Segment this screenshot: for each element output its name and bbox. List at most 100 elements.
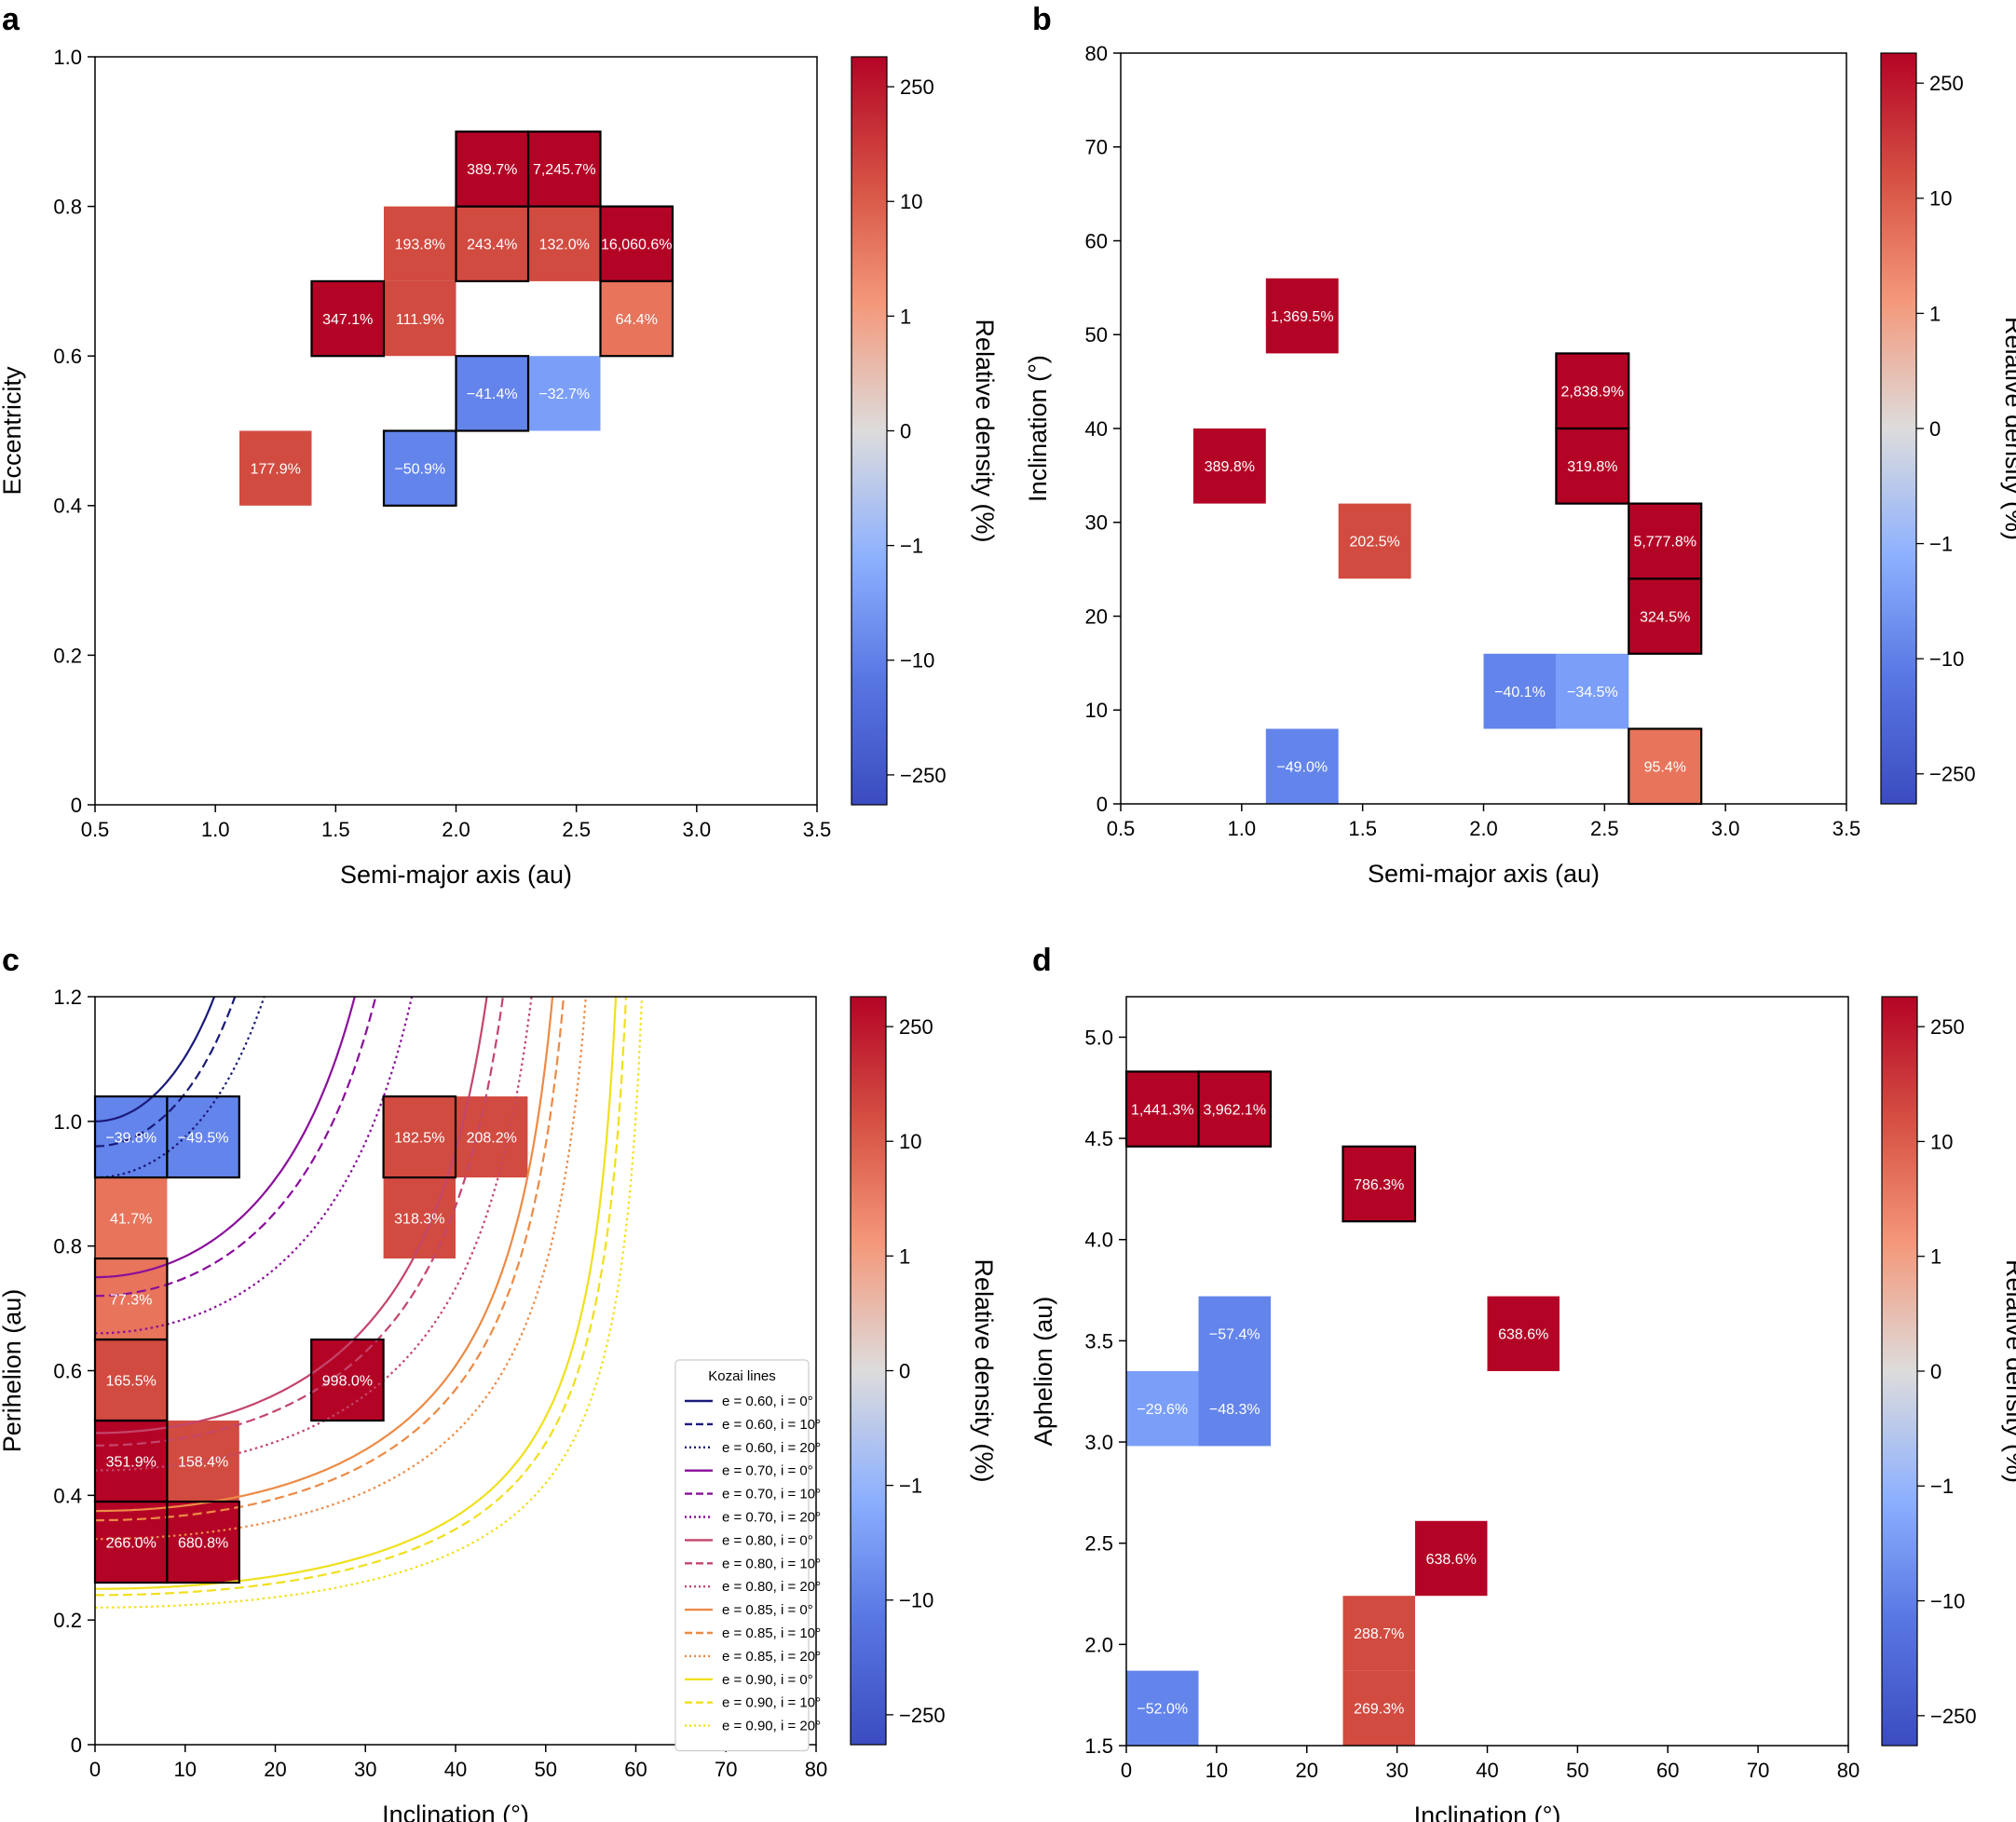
- y-tick-label: 60: [1085, 229, 1108, 252]
- panel-label-c: c: [2, 943, 20, 978]
- cell-outline: [382, 429, 457, 507]
- kozai-line: [95, 997, 216, 1122]
- cell-outline: [1197, 1070, 1273, 1148]
- kozai-line: [95, 997, 554, 1513]
- colorbar-tick-label: −1: [1930, 1475, 1954, 1498]
- colorbar-tick-label: −250: [1930, 1705, 1977, 1728]
- y-axis-label: Perihelion (au): [0, 1289, 26, 1453]
- x-axis: 0 10 20 30 40 50 60 70 80: [89, 1745, 827, 1781]
- heatmap-cell: [311, 280, 384, 357]
- colorbar-tick-label: 1: [899, 1244, 910, 1268]
- kozai-line: [95, 997, 377, 1298]
- x-tick-label: 3.0: [683, 818, 712, 841]
- y-axis: 1.5 2.0 2.5 3.0 3.5 4.0 4.5 5.0: [1084, 1026, 1126, 1758]
- cell-label: 1,369.5%: [1271, 309, 1334, 325]
- heatmap-cell: [1126, 1371, 1199, 1447]
- legend-entry: e = 0.70, i = 20°: [722, 1510, 821, 1526]
- colorbar-tick-label: −10: [900, 649, 934, 673]
- cell-outline: [1628, 578, 1703, 655]
- colorbar-label: Relative density (%): [2000, 317, 2016, 540]
- x-tick-label: 2.0: [442, 818, 470, 841]
- heatmap-cell: [1415, 1520, 1488, 1597]
- cell-outline: [599, 279, 674, 358]
- legend-entry: e = 0.90, i = 20°: [722, 1719, 821, 1734]
- cell-label: 318.3%: [394, 1211, 444, 1227]
- cell-label: 5,777.8%: [1633, 535, 1696, 551]
- cell-label: −32.7%: [538, 387, 590, 402]
- heatmap-cell: [1628, 578, 1702, 654]
- kozai-line: [95, 997, 628, 1597]
- legend-entry: e = 0.90, i = 0°: [722, 1672, 813, 1688]
- panel-label-d: d: [1032, 943, 1052, 978]
- panel-b: b 1,369.5% 2,838.9% 389.8% 319.8% 202.5% 5,777…: [1024, 2, 2016, 888]
- legend-entry: e = 0.85, i = 20°: [722, 1649, 821, 1665]
- x-tick-label: 80: [805, 1758, 827, 1781]
- kozai-line: [95, 997, 266, 1179]
- cell-label: 202.5%: [1350, 535, 1400, 551]
- heatmap-cell: [1342, 1670, 1415, 1746]
- cell-label: −29.6%: [1137, 1402, 1188, 1418]
- x-tick-label: 40: [444, 1758, 467, 1781]
- colorbar-tick-label: −250: [900, 764, 947, 787]
- cell-label: 680.8%: [178, 1535, 228, 1551]
- legend-entry: e = 0.60, i = 20°: [722, 1440, 821, 1456]
- cell-label: 1,441.3%: [1131, 1102, 1194, 1118]
- heatmap-cell: [1556, 653, 1629, 729]
- colorbar-label: Relative density (%): [2001, 1259, 2016, 1483]
- kozai-line: [95, 997, 565, 1522]
- heatmap-cell: [1265, 728, 1339, 804]
- x-tick-label: 40: [1476, 1759, 1498, 1782]
- y-tick-label: 0.6: [53, 345, 82, 368]
- x-tick-label: 30: [354, 1758, 376, 1781]
- colorbar-tick-label: −10: [1930, 1589, 1965, 1612]
- heatmap-cell: [95, 1096, 168, 1178]
- cell-label: 111.9%: [396, 312, 444, 328]
- y-tick-label: 3.0: [1084, 1431, 1113, 1454]
- cell-label: 266.0%: [106, 1535, 157, 1551]
- x-tick-label: 2.5: [1590, 817, 1619, 840]
- legend-entry: e = 0.80, i = 10°: [722, 1556, 821, 1571]
- kozai-line: [95, 997, 237, 1148]
- heatmap-cell: [456, 1096, 528, 1178]
- y-tick-label: 1.0: [53, 46, 82, 69]
- cell-label: 16,060.6%: [601, 238, 673, 253]
- cell-label: −49.5%: [178, 1130, 229, 1146]
- legend-entry: e = 0.85, i = 10°: [722, 1625, 821, 1641]
- cell-label: 243.4%: [467, 238, 517, 253]
- y-tick-label: 80: [1085, 42, 1108, 65]
- cell-label: 165.5%: [106, 1373, 157, 1389]
- heatmap-cell: [95, 1258, 168, 1340]
- y-tick-label: 30: [1085, 511, 1108, 535]
- y-tick-label: 20: [1085, 605, 1108, 628]
- cell-label: −48.3%: [1209, 1402, 1260, 1418]
- colorbar-tick-label: −10: [899, 1589, 933, 1612]
- x-axis: 0 10 20 30 40 50 60 70 80: [1121, 1746, 1859, 1782]
- cell-label: 351.9%: [106, 1454, 157, 1470]
- cell-label: 3,962.1%: [1203, 1102, 1266, 1118]
- cell-label: −52.0%: [1137, 1702, 1188, 1718]
- colorbar-label: Relative density (%): [970, 1258, 998, 1482]
- cell-label: −40.1%: [1494, 685, 1546, 700]
- colorbar-gradient: [1880, 52, 1917, 805]
- cell-label: 389.7%: [467, 162, 517, 178]
- x-tick-label: 3.5: [803, 818, 832, 841]
- colorbar-tick-label: 10: [899, 1130, 921, 1153]
- colorbar-gradient: [851, 56, 888, 806]
- colorbar-tick-label: 1: [1930, 1245, 1941, 1269]
- heatmap-cell: [1628, 503, 1702, 579]
- heatmap-cell: [1483, 653, 1557, 729]
- heatmap-cell: [95, 1502, 168, 1584]
- colorbar-tick-label: 10: [1930, 1130, 1953, 1153]
- y-axis: 0 10 20 30 40 50 60 70 80: [1085, 42, 1121, 816]
- colorbar-tick-label: −1: [900, 535, 923, 558]
- cell-outline: [166, 1095, 240, 1179]
- cell-outline: [1342, 1145, 1417, 1223]
- panel-label-b: b: [1032, 2, 1052, 37]
- colorbar-gradient: [850, 996, 887, 1746]
- heatmap-overlays: 1,369.5% 2,838.9% 389.8% 319.8% 202.5% 5,777.…: [1205, 309, 1703, 806]
- cell-label: 998.0%: [322, 1373, 373, 1389]
- cell-label: 132.0%: [539, 238, 590, 253]
- heatmap-cell: [95, 1177, 168, 1259]
